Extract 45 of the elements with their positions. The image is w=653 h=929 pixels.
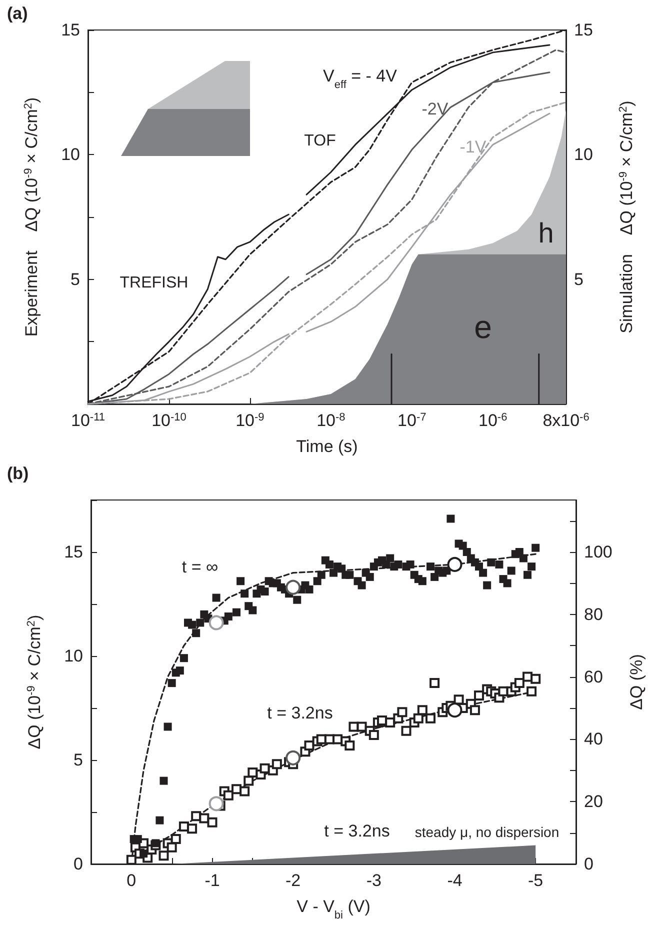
point bbox=[208, 796, 224, 812]
y2-tick-label: 80 bbox=[584, 604, 603, 624]
y-tick-label: 15 bbox=[61, 20, 80, 40]
x-tick-label: 0 bbox=[126, 871, 136, 890]
x-tick-label: -4 bbox=[447, 871, 462, 890]
y2-axis-title: Simulation ΔQ (10-9 × C/cm2) bbox=[617, 100, 636, 334]
annotation: TREFISH bbox=[120, 274, 188, 292]
annotation: t = 3.2ns bbox=[324, 822, 390, 840]
x-tick-label: -3 bbox=[366, 871, 382, 890]
y2-axis-title: ΔQ (%) bbox=[627, 654, 646, 710]
y-tick-label: 5 bbox=[74, 750, 83, 770]
point bbox=[447, 556, 462, 572]
annotation: t = ∞ bbox=[182, 558, 218, 576]
y-tick-label: 5 bbox=[70, 270, 80, 289]
y-tick-label: 10 bbox=[61, 145, 80, 164]
y2-tick-label: 15 bbox=[574, 20, 593, 40]
annotation: steady μ, no dispersion bbox=[414, 824, 560, 840]
y2-tick-label: 20 bbox=[584, 792, 603, 812]
y-tick-label: 10 bbox=[64, 646, 83, 666]
y-axis-title: ΔQ (10-9 × C/cm2) bbox=[25, 614, 44, 750]
y2-tick-label: 60 bbox=[584, 667, 603, 686]
y-tick-label: 0 bbox=[74, 854, 83, 874]
point bbox=[286, 580, 301, 595]
y-tick-label: 15 bbox=[64, 542, 83, 562]
annotation: t = 3.2ns bbox=[267, 704, 333, 722]
annotation: e bbox=[474, 309, 492, 345]
x-tick-label: -1 bbox=[204, 871, 220, 890]
y2-tick-label: 5 bbox=[574, 270, 584, 289]
x-tick-label: -5 bbox=[528, 871, 544, 890]
point bbox=[286, 750, 301, 766]
annotation: TOF bbox=[304, 132, 336, 150]
x-axis-title: Time (s) bbox=[296, 437, 358, 456]
point bbox=[447, 702, 462, 718]
y-axis-title: Experiment ΔQ (10-9 × C/cm2) bbox=[22, 97, 41, 337]
chart-title: (a) bbox=[7, 4, 28, 23]
chart-title: (b) bbox=[7, 464, 29, 483]
annotation: h bbox=[538, 218, 554, 248]
x-tick-label: -2 bbox=[286, 871, 301, 890]
annotation: -2V bbox=[422, 100, 449, 118]
y2-tick-label: 100 bbox=[584, 542, 612, 562]
y2-tick-label: 40 bbox=[584, 730, 603, 749]
y2-tick-label: 10 bbox=[574, 145, 593, 164]
y2-tick-label: 0 bbox=[584, 854, 594, 874]
annotation: -1V bbox=[460, 138, 487, 156]
point bbox=[208, 615, 224, 630]
